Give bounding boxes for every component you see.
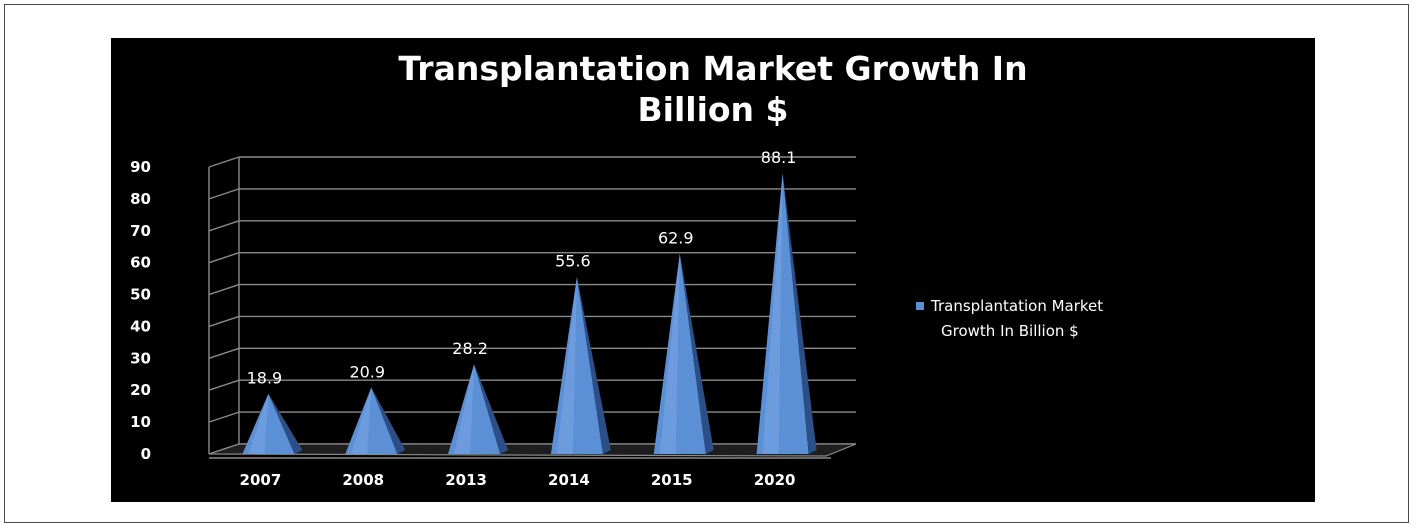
chart-area: Transplantation Market Growth In Billion… xyxy=(111,38,1315,502)
gridlines xyxy=(208,156,856,455)
axes xyxy=(208,157,857,459)
gridline-side xyxy=(208,283,240,296)
x-tick-label: 2007 xyxy=(240,471,282,489)
x-tick-label: 2013 xyxy=(445,471,487,489)
gridline-side xyxy=(208,347,240,359)
y-tick-label: 20 xyxy=(130,381,151,399)
gridline-side xyxy=(208,252,240,264)
gridline-side xyxy=(208,315,240,328)
chart-title-line-2: Billion $ xyxy=(637,90,788,129)
data-label: 62.9 xyxy=(658,228,694,247)
x-tick-label: 2008 xyxy=(342,471,384,489)
gridline-side xyxy=(208,379,240,391)
y-tick-label: 90 xyxy=(130,158,151,176)
y-tick-label: 0 xyxy=(141,445,151,463)
bar xyxy=(550,276,603,454)
gridline-side xyxy=(208,220,240,232)
y-tick-label: 40 xyxy=(130,317,151,335)
legend-label-line-1: Transplantation Market xyxy=(930,297,1103,315)
data-label: 55.6 xyxy=(555,252,591,271)
figure-frame: Transplantation Market Growth In Billion… xyxy=(4,4,1409,523)
x-tick-label: 2015 xyxy=(651,471,693,489)
legend: Transplantation Market Growth In Billion… xyxy=(916,297,1103,340)
y-tick-labels: 0 10 20 30 40 50 60 70 80 90 xyxy=(130,158,151,463)
bar-side xyxy=(371,387,406,454)
bar-highlight xyxy=(351,387,372,454)
x-tick-label: 2014 xyxy=(548,471,590,489)
x-tick-label: 2020 xyxy=(754,471,796,489)
y-tick-label: 60 xyxy=(130,254,151,272)
bar xyxy=(448,364,501,454)
gridline-side xyxy=(208,156,240,168)
bar xyxy=(756,173,809,454)
bars xyxy=(242,173,817,454)
legend-swatch xyxy=(916,302,924,310)
bar-side xyxy=(576,276,611,454)
bar xyxy=(345,387,398,454)
bar-highlight xyxy=(762,173,783,454)
y-tick-label: 50 xyxy=(130,286,151,304)
bar-highlight xyxy=(556,276,577,454)
bar-highlight xyxy=(454,364,475,454)
y-tick-label: 10 xyxy=(130,413,151,431)
gridline-side xyxy=(208,411,240,423)
y-tick-label: 70 xyxy=(130,222,151,240)
bar-highlight xyxy=(248,393,269,454)
gridline-side xyxy=(208,188,240,200)
bar-side xyxy=(474,364,509,454)
bar-side xyxy=(679,253,714,454)
bar-chart: Transplantation Market Growth In Billion… xyxy=(130,49,1103,489)
data-label: 20.9 xyxy=(349,362,385,381)
y-tick-label: 80 xyxy=(130,190,151,208)
data-label: 88.1 xyxy=(761,148,797,167)
data-labels: 18.9 20.9 28.2 55.6 62.9 88.1 xyxy=(247,148,797,388)
bar xyxy=(653,253,706,454)
chart-title-line-1: Transplantation Market Growth In xyxy=(398,49,1027,88)
x-tick-labels: 2007 2008 2013 2014 2015 2020 xyxy=(240,471,796,489)
data-label: 28.2 xyxy=(452,339,488,358)
bar-highlight xyxy=(659,253,680,454)
bar-side xyxy=(268,393,303,454)
y-tick-label: 30 xyxy=(130,349,151,367)
legend-label-line-2: Growth In Billion $ xyxy=(941,322,1079,340)
data-label: 18.9 xyxy=(247,369,283,388)
bar-side xyxy=(782,173,817,454)
